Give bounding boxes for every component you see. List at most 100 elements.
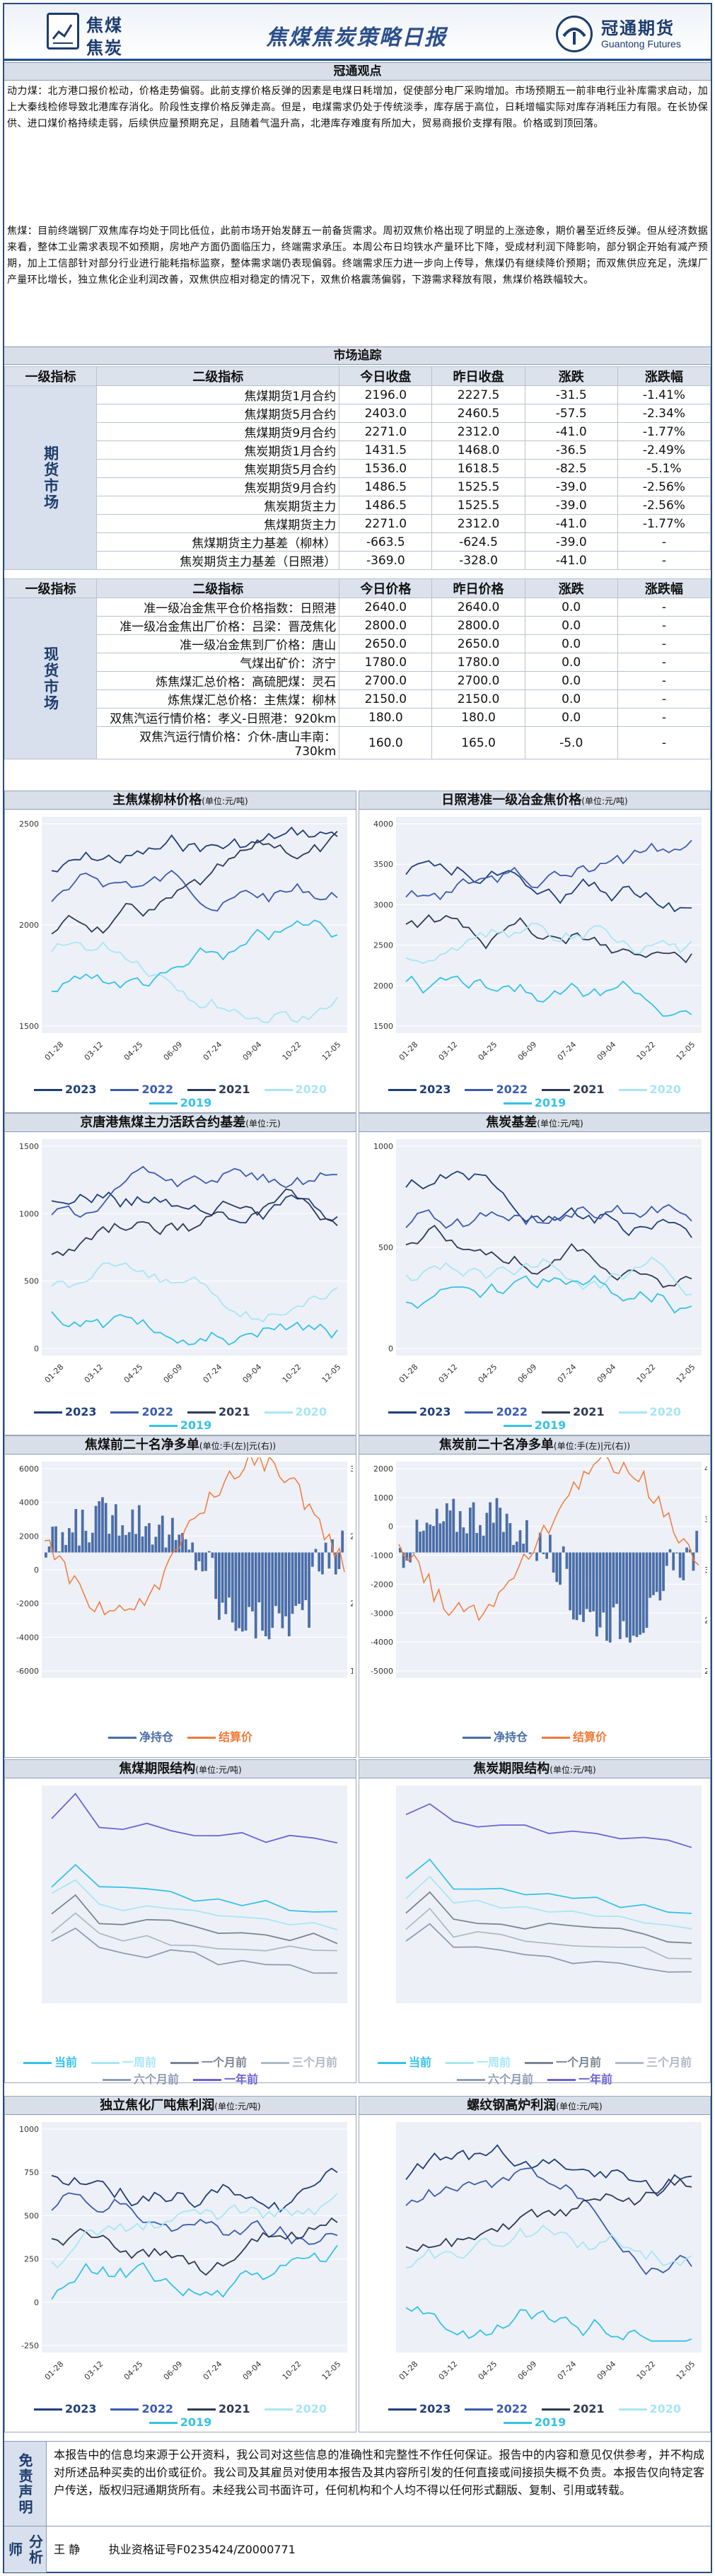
table-row: 气煤出矿价：济宁 1780.0 1780.0 0.0- (5, 653, 711, 672)
x-tick-label: 10-22 (635, 1363, 658, 1385)
disclaimer-section: 免责声明 本报告中的信息均来源于公开资料，我公司对这些信息的准确性和完整性不作任… (4, 2441, 711, 2526)
net-position-bar (492, 1522, 495, 1553)
chart-legend: 当前 一周前 一个月前 三个月前六个月前 一年前 (5, 2053, 356, 2087)
chart-title-text: 主焦煤柳林价格 (112, 793, 202, 808)
net-position-bar (555, 1552, 559, 1583)
legend-label: 2019 (180, 1418, 212, 1432)
legend-label: 2023 (64, 2402, 97, 2415)
chart-legend: 净持仓 结算价 (359, 1727, 710, 1744)
value-cell: 0.0 (524, 708, 618, 727)
net-position-bar (552, 1552, 555, 1573)
report-header: 焦煤 焦炭 焦煤焦炭策略日报 冠通期货 Guantong Futures (4, 4, 711, 61)
net-position-bar (191, 1542, 194, 1553)
table-row: 焦炭期货5月合约 1536.0 1618.5 -82.5 -5.1% (5, 459, 711, 478)
report-title: 焦煤焦炭策略日报 (266, 25, 447, 50)
legend-label: 当前 (54, 2056, 77, 2069)
table-row: 双焦汽运行情价格：介休-唐山丰南：730km 160.0 165.0 -5.0- (5, 726, 711, 759)
chart-panel: 京唐港焦煤主力活跃合约基差(单位:元) 1500 1000 500 0 01-28 03-1… (4, 1113, 356, 1435)
net-position-bar (475, 1532, 479, 1553)
net-position-bar (652, 1552, 655, 1595)
legend-label: 结算价 (219, 1730, 253, 1744)
chart-legend: 2023 2022 2021 2020 2019 (359, 2402, 710, 2429)
chart-title-text: 焦煤期限结构 (119, 1761, 196, 1776)
legend-label: 2022 (496, 2402, 528, 2415)
net-position-bar (415, 1520, 419, 1553)
series-line (51, 941, 338, 1023)
table-row: 炼焦煤汇总价格：高硫肥煤：灵石 2700.0 2700.0 0.0- (5, 671, 711, 690)
legend-item: 2020 (264, 2402, 327, 2415)
net-position-bar (402, 1552, 405, 1568)
legend-item: 一年前 (193, 2070, 258, 2087)
legend-swatch (503, 1102, 532, 1105)
y-tick-label: 2500 (19, 820, 39, 829)
series-line (405, 1891, 692, 1944)
net-position-bar (141, 1536, 144, 1553)
net-position-bar (562, 1546, 565, 1553)
net-position-bar (485, 1513, 489, 1553)
legend-item: 2020 (618, 1405, 681, 1418)
series-line (51, 831, 338, 935)
net-position-bar (579, 1552, 582, 1615)
indicator-name: 焦煤期货主力基差（柳林） (96, 532, 340, 552)
chart-title-text: 焦炭基差 (486, 1115, 537, 1130)
series-line (51, 2192, 338, 2245)
net-position-bar (127, 1532, 131, 1553)
indicator-name: 焦煤期货1月合约 (96, 385, 340, 404)
x-tick-label: 01-28 (397, 1040, 420, 1063)
chart-panel: 螺纹钢高炉利润(单位:元/吨) 01-28 03-12 04-25 06-09 07-24… (359, 2096, 711, 2432)
net-position-bar (522, 1543, 525, 1553)
legend-label: 2023 (419, 1083, 451, 1096)
series-line (405, 975, 692, 1017)
net-position-bar (422, 1530, 425, 1553)
legend-swatch (149, 1425, 178, 1427)
legend-label: 一个月前 (556, 2056, 602, 2069)
series-line (405, 1170, 692, 1238)
company-logo: 冠通期货 Guantong Futures (556, 13, 697, 55)
net-position-bar (287, 1552, 291, 1637)
legend-item: 2019 (503, 1096, 566, 1109)
net-position-bar (67, 1528, 71, 1553)
indicator-name: 气煤出矿价：济宁 (96, 653, 340, 672)
net-position-bar (602, 1552, 605, 1613)
value-cell: -41.0 (524, 514, 618, 533)
chart-legend: 净持仓 结算价 (5, 1727, 356, 1744)
y-tick-label: -2000 (371, 1580, 393, 1589)
value-cell: 2640.0 (431, 598, 525, 617)
net-position-bar (107, 1534, 111, 1553)
legend-swatch (33, 1089, 62, 1091)
net-position-bar (542, 1552, 545, 1554)
net-position-bar (54, 1526, 57, 1553)
x-tick-label: 04-25 (122, 1040, 145, 1063)
category-cell: 期货市场 (4, 385, 98, 570)
chart-title-text: 独立焦化厂吨焦利润 (100, 2098, 215, 2113)
net-position-bar (435, 1508, 438, 1553)
net-position-bar (399, 1548, 402, 1553)
legend-item: 2019 (149, 1096, 211, 1109)
legend-label: 2022 (141, 1083, 173, 1096)
y-tick-label: 0 (34, 1344, 39, 1353)
chart-title-text: 焦炭期限结构 (473, 1761, 550, 1776)
header-cell: 涨跌 (524, 578, 618, 598)
legend-item: 结算价 (542, 1727, 607, 1744)
net-position-bar (261, 1552, 264, 1631)
x-tick-label: 07-24 (202, 1363, 224, 1385)
x-tick-label: 07-24 (556, 1363, 579, 1385)
net-position-bar (211, 1552, 214, 1558)
value-cell: 0.0 (524, 671, 618, 690)
value-cell: -663.5 (339, 532, 433, 552)
x-tick-label: 01-28 (43, 1040, 66, 1063)
y-tick-label: 2000 (373, 1464, 393, 1474)
table-row: 焦煤期货主力 2271.0 2312.0 -41.0 -1.77% (5, 514, 711, 533)
series-line (51, 1165, 338, 1218)
value-cell: 180.0 (431, 708, 525, 727)
legend-label: 六个月前 (487, 2073, 533, 2086)
company-emblem-icon (556, 16, 593, 52)
chart-title: 独立焦化厂吨焦利润(单位:元/吨) (5, 2097, 356, 2115)
legend-swatch (107, 1737, 136, 1739)
indicator-name: 焦炭期货5月合约 (96, 459, 340, 478)
net-position-bar (512, 1544, 515, 1553)
net-position-bar (318, 1552, 321, 1572)
analyst-label: 分析师 (4, 2527, 47, 2572)
x-tick-label: 06-09 (162, 1040, 185, 1063)
legend-label: 2020 (295, 1405, 327, 1418)
